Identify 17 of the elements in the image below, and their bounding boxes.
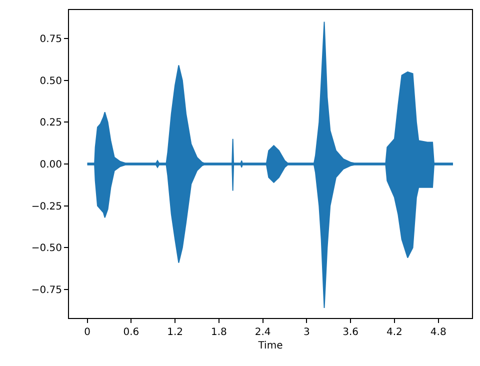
y-tick-label: −0.25 bbox=[31, 201, 62, 212]
x-tick-label: 1.2 bbox=[167, 327, 184, 338]
x-tick-label: 4.2 bbox=[386, 327, 402, 338]
x-tick-label: 3.6 bbox=[342, 327, 359, 338]
x-tick-label: 2.4 bbox=[254, 327, 271, 338]
y-tick-label: −0.75 bbox=[31, 285, 62, 296]
y-tick-label: 0.00 bbox=[40, 160, 62, 170]
y-tick-label: 0.75 bbox=[40, 34, 62, 45]
x-tick-label: 3 bbox=[304, 327, 310, 338]
y-tick-label: 0.50 bbox=[40, 76, 62, 87]
x-tick-label: 0.6 bbox=[123, 327, 140, 338]
x-axis-title: Time bbox=[257, 340, 283, 352]
x-tick-label: 4.8 bbox=[430, 327, 446, 338]
x-tick-label: 1.8 bbox=[210, 327, 227, 338]
y-tick-label: −0.50 bbox=[31, 243, 62, 254]
y-tick-label: 0.25 bbox=[40, 118, 62, 129]
x-tick-label: 0 bbox=[84, 327, 90, 338]
